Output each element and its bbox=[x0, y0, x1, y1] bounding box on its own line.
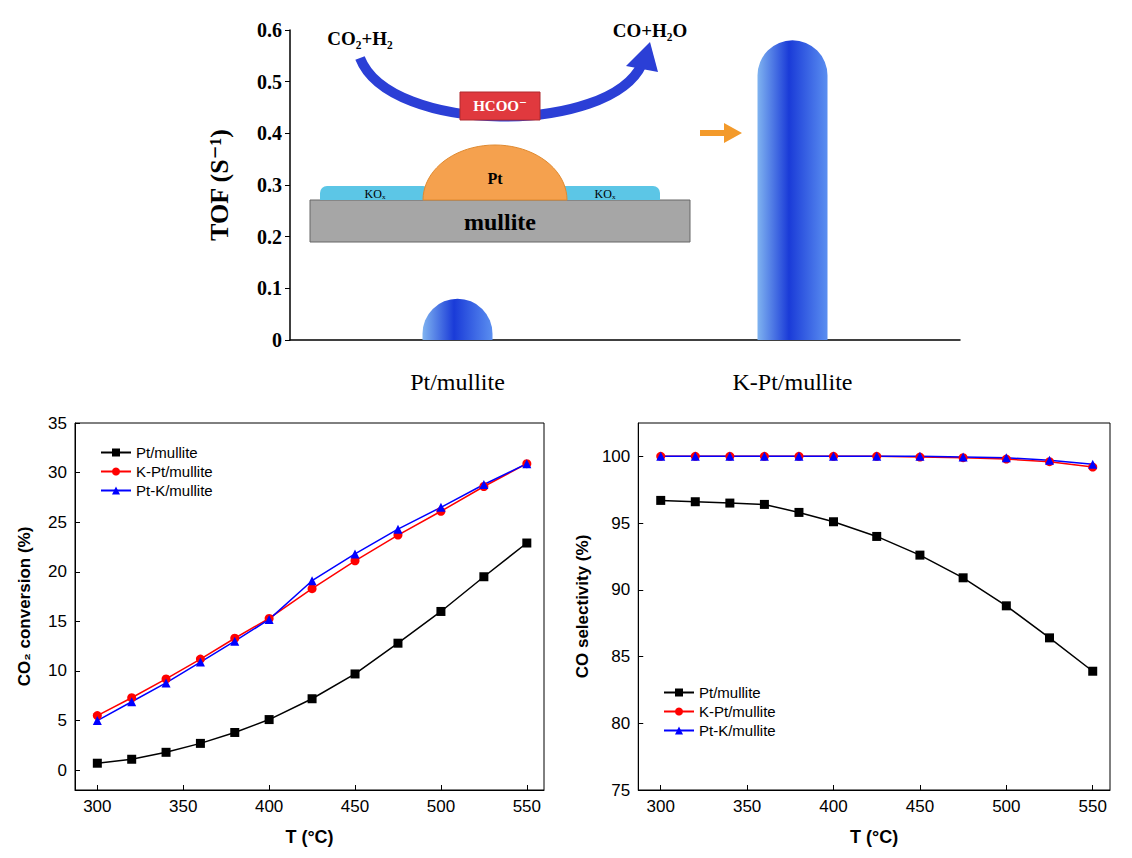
svg-text:K-Pt/mullite: K-Pt/mullite bbox=[699, 703, 776, 720]
svg-text:80: 80 bbox=[611, 714, 630, 733]
svg-text:0.5: 0.5 bbox=[257, 71, 282, 93]
svg-text:500: 500 bbox=[992, 797, 1020, 816]
svg-text:KOₓ: KOₓ bbox=[365, 187, 386, 201]
svg-text:CO selectivity (%): CO selectivity (%) bbox=[573, 535, 592, 679]
svg-text:75: 75 bbox=[611, 781, 630, 800]
svg-text:30: 30 bbox=[48, 463, 67, 482]
svg-text:0: 0 bbox=[58, 761, 67, 780]
svg-text:35: 35 bbox=[48, 414, 67, 433]
svg-text:0.2: 0.2 bbox=[257, 226, 282, 248]
svg-text:CO₂+H₂: CO₂+H₂ bbox=[327, 28, 393, 49]
svg-text:CO₂ conversion (%): CO₂ conversion (%) bbox=[15, 527, 34, 687]
svg-text:400: 400 bbox=[819, 797, 847, 816]
svg-text:20: 20 bbox=[48, 562, 67, 581]
svg-text:25: 25 bbox=[48, 513, 67, 532]
svg-text:Pt/mullite: Pt/mullite bbox=[699, 684, 761, 701]
svg-text:TOF (S⁻¹): TOF (S⁻¹) bbox=[205, 129, 234, 241]
svg-text:0.6: 0.6 bbox=[257, 19, 282, 41]
svg-text:0.1: 0.1 bbox=[257, 277, 282, 299]
svg-text:T (°C): T (°C) bbox=[850, 827, 898, 847]
svg-text:Pt-K/mullite: Pt-K/mullite bbox=[136, 482, 213, 499]
svg-text:0: 0 bbox=[272, 329, 282, 351]
svg-text:mullite: mullite bbox=[464, 209, 536, 235]
svg-text:350: 350 bbox=[733, 797, 761, 816]
svg-text:0.4: 0.4 bbox=[257, 122, 282, 144]
svg-text:T (°C): T (°C) bbox=[285, 827, 333, 847]
svg-text:15: 15 bbox=[48, 612, 67, 631]
svg-text:95: 95 bbox=[611, 514, 630, 533]
svg-text:K-Pt/mullite: K-Pt/mullite bbox=[136, 463, 213, 480]
svg-text:500: 500 bbox=[427, 797, 455, 816]
svg-text:HCOO⁻: HCOO⁻ bbox=[473, 98, 527, 114]
svg-text:450: 450 bbox=[341, 797, 369, 816]
svg-text:Pt/mullite: Pt/mullite bbox=[410, 369, 505, 395]
svg-text:K-Pt/mullite: K-Pt/mullite bbox=[733, 369, 853, 395]
svg-text:5: 5 bbox=[58, 711, 67, 730]
svg-text:Pt/mullite: Pt/mullite bbox=[136, 444, 198, 461]
svg-text:10: 10 bbox=[48, 661, 67, 680]
svg-text:KOₓ: KOₓ bbox=[595, 187, 616, 201]
svg-text:400: 400 bbox=[255, 797, 283, 816]
svg-text:550: 550 bbox=[513, 797, 541, 816]
svg-text:CO+H₂O: CO+H₂O bbox=[613, 20, 688, 41]
svg-text:450: 450 bbox=[906, 797, 934, 816]
svg-text:550: 550 bbox=[1079, 797, 1107, 816]
svg-text:Pt: Pt bbox=[487, 170, 503, 187]
svg-text:100: 100 bbox=[602, 447, 630, 466]
svg-text:350: 350 bbox=[169, 797, 197, 816]
svg-text:90: 90 bbox=[611, 580, 630, 599]
svg-text:300: 300 bbox=[647, 797, 675, 816]
svg-text:0.3: 0.3 bbox=[257, 174, 282, 196]
svg-text:85: 85 bbox=[611, 647, 630, 666]
svg-text:Pt-K/mullite: Pt-K/mullite bbox=[699, 722, 776, 739]
svg-text:300: 300 bbox=[83, 797, 111, 816]
